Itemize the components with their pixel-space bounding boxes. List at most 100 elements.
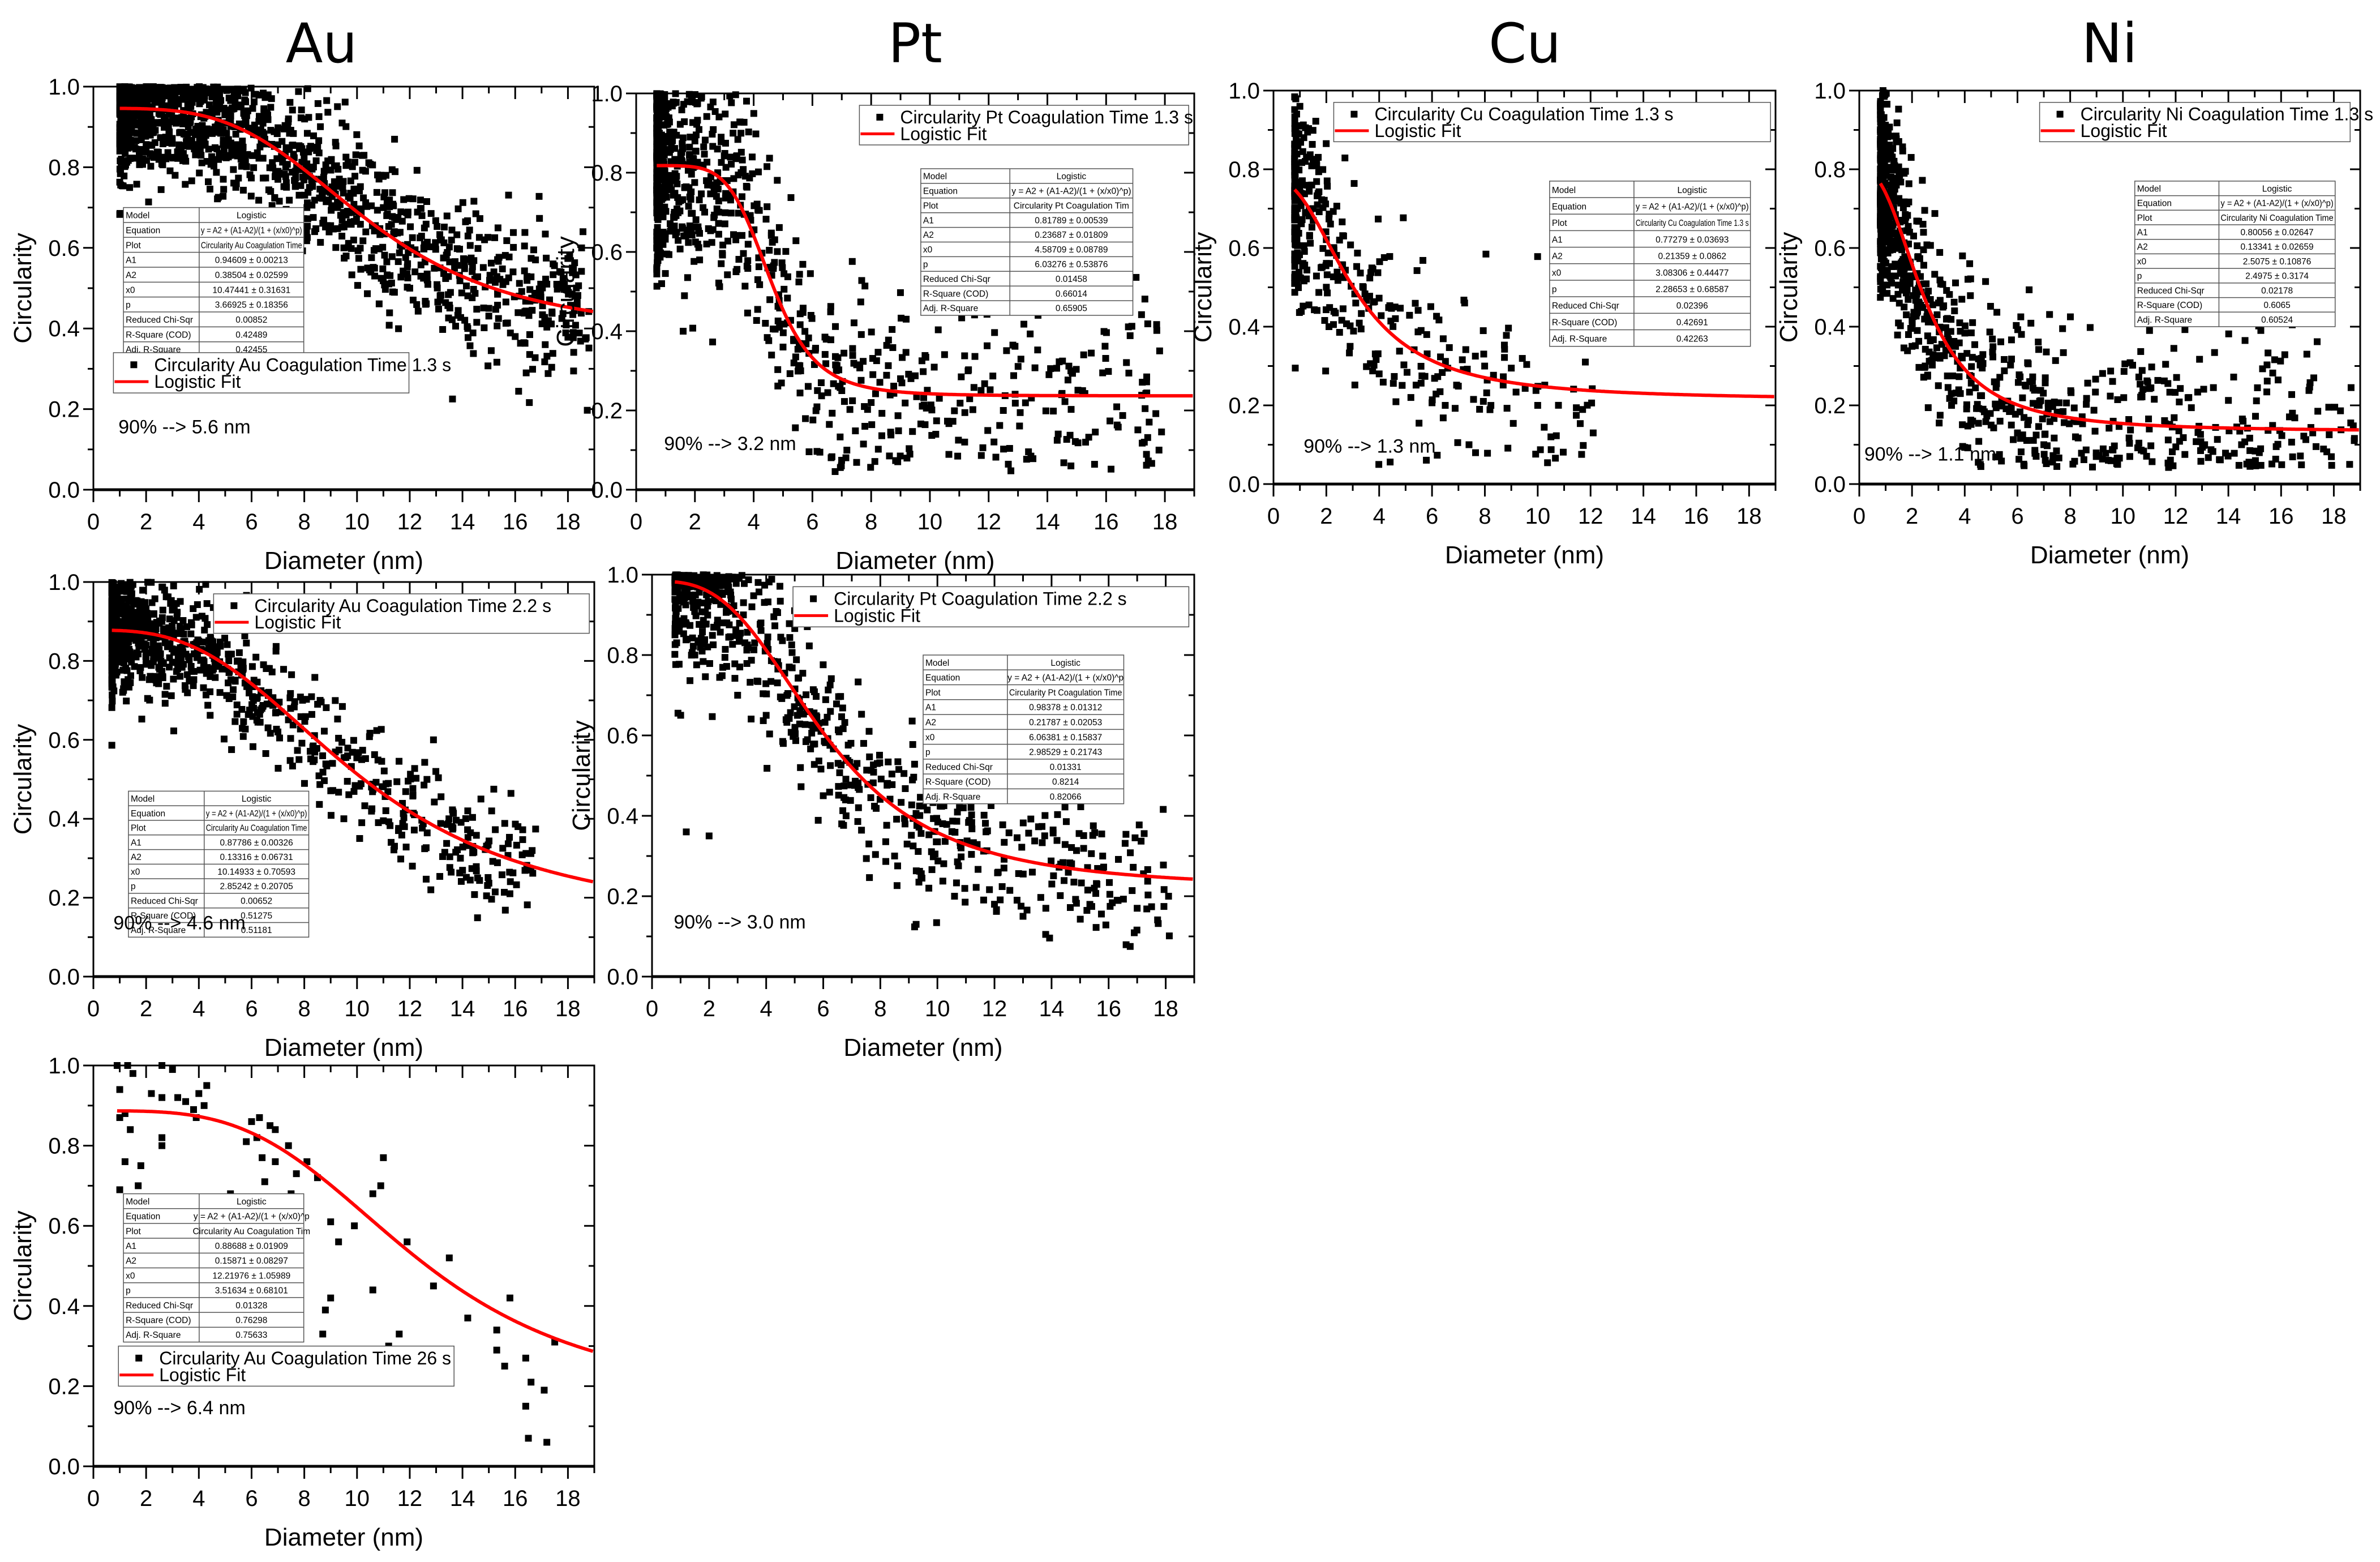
data-point xyxy=(136,149,143,156)
data-point xyxy=(977,452,985,459)
data-point xyxy=(784,273,791,280)
data-point xyxy=(1399,382,1406,389)
data-point xyxy=(1481,362,1489,370)
data-point xyxy=(198,142,205,149)
data-point xyxy=(338,233,346,240)
data-point xyxy=(1503,405,1511,412)
data-point xyxy=(1296,309,1303,316)
data-point xyxy=(570,367,577,375)
data-point xyxy=(231,718,239,725)
data-point xyxy=(1927,296,1934,303)
data-point xyxy=(792,353,799,361)
y-tick-label: 0.6 xyxy=(48,236,80,261)
data-point xyxy=(2026,286,2033,293)
data-point xyxy=(691,258,698,265)
data-point xyxy=(857,376,865,384)
data-point xyxy=(2288,438,2295,446)
y-tick-label: 0.2 xyxy=(591,399,623,423)
data-point xyxy=(685,239,692,246)
data-point xyxy=(126,86,133,93)
data-point xyxy=(480,304,487,311)
data-point xyxy=(1961,322,1969,329)
data-point xyxy=(196,100,203,108)
data-point xyxy=(282,144,290,151)
data-point xyxy=(681,292,688,299)
data-point xyxy=(295,191,303,199)
data-point xyxy=(2035,339,2042,346)
data-point xyxy=(2171,414,2178,421)
data-point xyxy=(493,358,500,366)
data-point xyxy=(2060,419,2068,426)
data-point xyxy=(807,270,814,277)
data-point xyxy=(2040,390,2047,397)
legend-label-fit: Logistic Fit xyxy=(1374,121,1461,141)
logistic-fit-curve xyxy=(1879,182,2359,432)
data-point xyxy=(695,244,702,251)
data-point xyxy=(289,106,296,114)
column-title-cu: Cu xyxy=(1489,12,1561,75)
data-point xyxy=(233,658,241,665)
data-point xyxy=(688,209,695,217)
data-point xyxy=(164,149,171,156)
data-point xyxy=(1961,444,1969,451)
data-point xyxy=(1296,102,1303,110)
data-point xyxy=(220,192,227,200)
x-tick-label: 16 xyxy=(2268,504,2294,529)
data-point xyxy=(1912,286,1919,294)
data-point xyxy=(289,721,297,729)
data-point xyxy=(2030,436,2037,444)
x-tick-label: 6 xyxy=(2011,504,2023,529)
data-point xyxy=(1573,404,1580,412)
table-cell-value: y = A2 + (A1-A2)/(1 + (x/x0)^p) xyxy=(1636,202,1749,212)
data-point xyxy=(752,130,760,138)
data-point xyxy=(1060,459,1067,467)
data-point xyxy=(187,630,195,637)
data-point xyxy=(1391,373,1398,380)
data-point xyxy=(535,285,543,293)
legend: Circularity Au Coagulation Time 1.3 sLog… xyxy=(113,352,451,393)
data-point xyxy=(191,145,198,153)
table-cell-value: 2.5075 ± 0.10876 xyxy=(2243,257,2312,267)
data-point xyxy=(525,312,533,319)
data-point xyxy=(762,320,769,327)
x-tick-label: 18 xyxy=(1152,510,1178,534)
data-point xyxy=(1108,465,1115,473)
data-point xyxy=(550,260,557,268)
data-point xyxy=(653,266,661,273)
data-point xyxy=(1366,275,1374,282)
data-point xyxy=(860,358,867,365)
data-point xyxy=(475,234,483,241)
data-point xyxy=(1297,139,1305,146)
data-point xyxy=(981,380,988,387)
data-point xyxy=(2337,407,2344,414)
data-point xyxy=(1992,404,2000,412)
data-point xyxy=(464,217,471,224)
data-point xyxy=(250,98,258,105)
data-point xyxy=(889,344,897,351)
data-point xyxy=(1950,298,1958,306)
data-point xyxy=(436,231,444,238)
data-point xyxy=(432,246,439,253)
data-point xyxy=(686,143,693,151)
data-point xyxy=(1982,418,1989,425)
data-point xyxy=(653,283,661,290)
column-title-au: Au xyxy=(286,12,358,75)
data-point xyxy=(1987,303,1994,310)
data-point xyxy=(434,223,441,230)
y-tick-label: 0.4 xyxy=(591,319,623,344)
data-point xyxy=(1291,209,1298,217)
data-point xyxy=(471,290,479,297)
data-point xyxy=(357,266,364,273)
y-axis-ticks: 0.00.20.40.60.81.0 xyxy=(48,75,594,503)
data-point xyxy=(356,835,363,842)
data-point xyxy=(170,582,177,589)
data-point xyxy=(653,125,661,132)
data-point xyxy=(2263,388,2271,396)
x-tick-label: 12 xyxy=(1578,504,1603,529)
data-point xyxy=(456,277,464,285)
data-point xyxy=(585,344,593,352)
data-point xyxy=(1877,156,1884,163)
data-point xyxy=(722,110,729,118)
data-point xyxy=(423,270,431,277)
data-point xyxy=(157,186,165,193)
